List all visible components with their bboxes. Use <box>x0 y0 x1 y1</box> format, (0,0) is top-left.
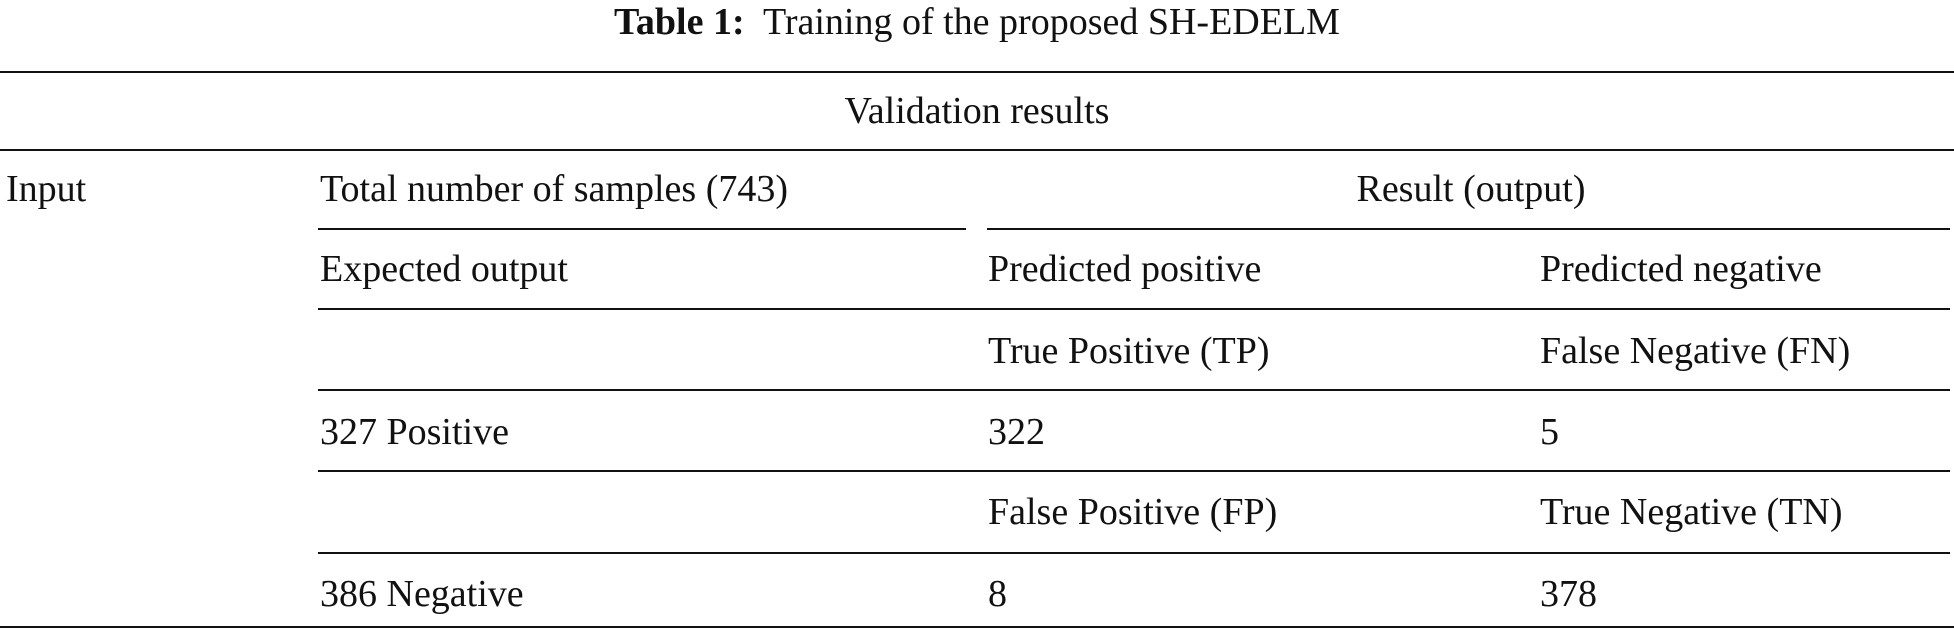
table-cell: 322 <box>988 411 1045 453</box>
caption: Table 1: Training of the proposed SH-EDE… <box>0 3 1954 41</box>
column-header: Predicted negative <box>1540 248 1822 290</box>
header-rule <box>0 149 1954 151</box>
result-header: Result (output) <box>1356 168 1586 210</box>
caption-label: Table 1: <box>614 1 745 43</box>
sub-rule <box>987 228 1950 230</box>
row-rule <box>318 389 1950 391</box>
caption-text: Training of the proposed SH-EDELM <box>762 1 1340 43</box>
table-cell: 327 Positive <box>320 411 509 453</box>
table-cell: 378 <box>1540 573 1597 615</box>
sub-rule <box>318 228 966 230</box>
top-rule <box>0 71 1954 73</box>
table-cell: True Positive (TP) <box>988 330 1270 372</box>
row-rule <box>318 470 1950 472</box>
column-header: Expected output <box>320 248 568 290</box>
input-label: Input <box>6 168 87 210</box>
total-header: Total number of samples (743) <box>320 168 789 210</box>
table-cell: True Negative (TN) <box>1540 491 1843 533</box>
bottom-rule <box>0 626 1954 628</box>
table-cell: 5 <box>1540 411 1559 453</box>
row-rule <box>318 552 1950 554</box>
table-cell: 8 <box>988 573 1007 615</box>
table-cell: 386 Negative <box>320 573 524 615</box>
column-header: Predicted positive <box>988 248 1262 290</box>
row-rule <box>318 308 1950 310</box>
group-header: Validation results <box>844 90 1110 132</box>
table-cell: False Positive (FP) <box>988 491 1278 533</box>
table-cell: False Negative (FN) <box>1540 330 1851 372</box>
